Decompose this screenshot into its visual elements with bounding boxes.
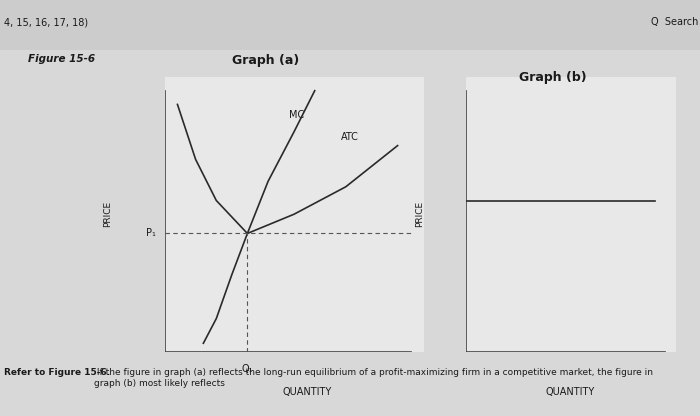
Text: P₁: P₁ <box>146 228 155 238</box>
Text: Graph (a): Graph (a) <box>232 54 300 67</box>
Text: Q  Search thi: Q Search thi <box>651 17 700 27</box>
Text: QUANTITY: QUANTITY <box>546 387 595 397</box>
Text: Refer to Figure 15-6.: Refer to Figure 15-6. <box>4 368 110 377</box>
Text: Q₁: Q₁ <box>241 364 253 374</box>
Text: If the figure in graph (a) reflects the long-run equilibrium of a profit-maximiz: If the figure in graph (a) reflects the … <box>94 368 654 388</box>
Text: Graph (b): Graph (b) <box>519 71 587 84</box>
Text: PRICE: PRICE <box>103 201 112 227</box>
Text: PRICE: PRICE <box>415 201 424 227</box>
Text: 4, 15, 16, 17, 18): 4, 15, 16, 17, 18) <box>4 17 88 27</box>
Text: ATC: ATC <box>341 132 358 142</box>
Text: MC: MC <box>289 110 304 120</box>
Text: Figure 15-6: Figure 15-6 <box>28 54 95 64</box>
Text: QUANTITY: QUANTITY <box>282 387 332 397</box>
